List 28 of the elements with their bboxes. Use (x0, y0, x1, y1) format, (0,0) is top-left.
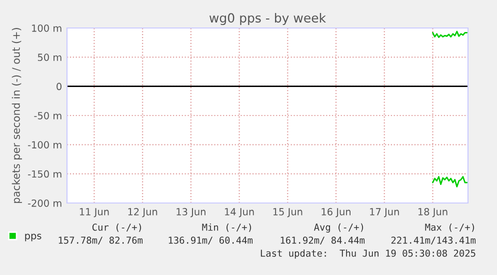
legend-label: pps (25, 234, 42, 242)
y-axis-title: packets per second in (-) / out (+) (12, 28, 22, 203)
y-tick-label: 100 m (32, 24, 62, 32)
x-tick-label: 18 Jun (418, 208, 448, 218)
text: Cur (-/+) (92, 223, 142, 232)
y-tick-label: 50 m (38, 54, 62, 61)
text: Max (-/+) (425, 223, 474, 232)
text: 136.91m/ 60.44m (168, 236, 253, 245)
y-tick-label: -150 m (28, 170, 62, 178)
y-tick-label: 0 (56, 82, 62, 90)
text: Last update: Thu Jun 19 05:30:08 2025 (260, 249, 476, 259)
line-series (432, 176, 468, 188)
y-tick-label: -100 m (28, 141, 62, 148)
text: Min (-/+) (202, 223, 252, 232)
chart-title: wg0 pps - by week (209, 12, 326, 26)
x-tick-label: 14 Jun (225, 208, 254, 218)
y-tick-label: -200 m (28, 199, 62, 207)
x-tick-label: 11 Jun (80, 208, 109, 218)
y-tick-label: -50 m (34, 112, 62, 120)
text: Avg (-/+) (314, 223, 364, 233)
text: 161.92m/ 84.44m (280, 236, 365, 245)
x-tick-label: 15 Jun (273, 208, 302, 218)
x-tick-label: 12 Jun (128, 208, 158, 218)
x-tick-label: 13 Jun (176, 208, 206, 218)
text: 221.41m/143.41m (391, 236, 476, 245)
text: 157.78m/ 82.76m (58, 236, 143, 245)
x-tick-label: 16 Jun (322, 208, 351, 218)
x-tick-label: 17 Jun (370, 208, 399, 218)
